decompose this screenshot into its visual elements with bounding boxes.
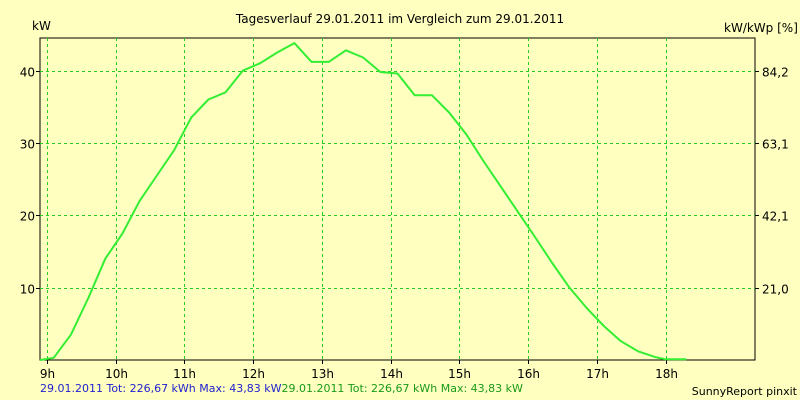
y-axis-unit-right: kW/kWp [%] — [724, 21, 798, 35]
y-tick-label-left: 30 — [20, 138, 35, 152]
x-tick-label: 17h — [586, 367, 609, 381]
x-tick-label: 18h — [655, 367, 678, 381]
y-tick-label-left: 20 — [20, 210, 35, 224]
x-tick-label: 13h — [311, 367, 334, 381]
y-tick-label-right: 84,2 — [762, 66, 789, 80]
plot-frame — [39, 37, 756, 361]
legend-entry-comparison: 29.01.2011 Tot: 226,67 kWh Max: 43,83 kW — [281, 382, 523, 395]
x-tick-label: 9h — [40, 367, 55, 381]
x-tick-label: 12h — [242, 367, 265, 381]
x-tick-label: 10h — [105, 367, 128, 381]
x-tick-label: 16h — [517, 367, 540, 381]
x-tick-label: 15h — [448, 367, 471, 381]
chart-title: Tagesverlauf 29.01.2011 im Vergleich zum… — [235, 12, 565, 26]
y-tick-label-left: 10 — [20, 283, 35, 297]
y-tick-label-right: 63,1 — [762, 138, 789, 152]
series-line — [39, 42, 687, 361]
credit-label: SunnyReport pinxit — [691, 385, 797, 398]
x-tick-label: 11h — [173, 367, 196, 381]
y-axis-unit-left: kW — [32, 19, 51, 33]
legend-footer: 29.01.2011 Tot: 226,67 kWh Max: 43,83 kW… — [40, 382, 523, 396]
y-tick-label-left: 40 — [20, 66, 35, 80]
y-tick-label-right: 42,1 — [762, 210, 789, 224]
y-tick-label-right: 21,0 — [762, 283, 789, 297]
x-tick-label: 14h — [380, 367, 403, 381]
legend-entry-primary: 29.01.2011 Tot: 226,67 kWh Max: 43,83 kW — [40, 382, 282, 395]
